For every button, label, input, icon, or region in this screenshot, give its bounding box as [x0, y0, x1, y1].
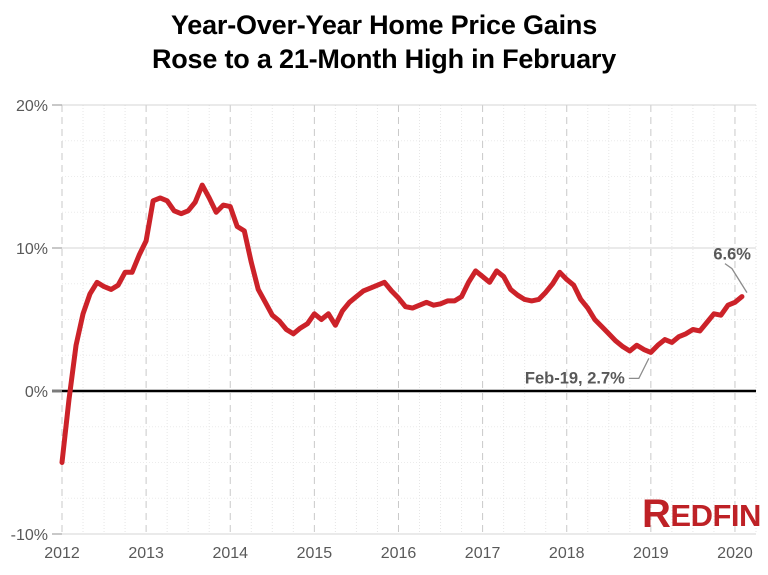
x-tick-label: 2015 [297, 545, 333, 562]
x-tick-label: 2014 [212, 545, 248, 562]
annotation-leader-line-feb19 [628, 358, 650, 380]
x-tick-label: 2016 [381, 545, 417, 562]
x-tick-label: 2013 [128, 545, 164, 562]
x-tick-label: 2019 [633, 545, 669, 562]
data-line-home-price-gains [59, 182, 745, 465]
y-tick-label: 20% [16, 98, 48, 115]
chart-title-line-2: Rose to a 21-Month High in February [151, 44, 617, 74]
redfin-logo-rest: EDFIN [670, 498, 761, 533]
axis-layer [52, 104, 756, 535]
redfin-logo-initial: R [642, 492, 671, 536]
x-axis-tick-labels: 2012 2013 2014 2015 2016 2017 2018 2019 2020 [44, 545, 753, 562]
redfin-logo: REDFIN [642, 494, 761, 534]
annotation-feb19-value: Feb-19, 2.7% [525, 369, 625, 387]
y-tick-label: 10% [16, 241, 48, 258]
annotation-end-value: 6.6% [713, 246, 751, 264]
x-tick-label: 2017 [465, 545, 501, 562]
annotation-leader-line-end-value [724, 263, 748, 293]
y-tick-label: -10% [11, 527, 48, 544]
x-tick-label: 2018 [549, 545, 585, 562]
chart-title: Year-Over-Year Home Price Gains Rose to … [0, 8, 768, 76]
y-tick-label: 0% [25, 384, 48, 401]
series-layer [59, 182, 745, 465]
chart-title-line-1: Year-Over-Year Home Price Gains [170, 10, 598, 40]
x-tick-label: 2012 [44, 545, 80, 562]
x-tick-label: 2020 [717, 545, 753, 562]
grid-layer [61, 104, 757, 535]
annotation-layer: 6.6% Feb-19, 2.7% [525, 246, 751, 388]
y-axis-tick-labels: -10% 0% 10% 20% [11, 98, 48, 544]
